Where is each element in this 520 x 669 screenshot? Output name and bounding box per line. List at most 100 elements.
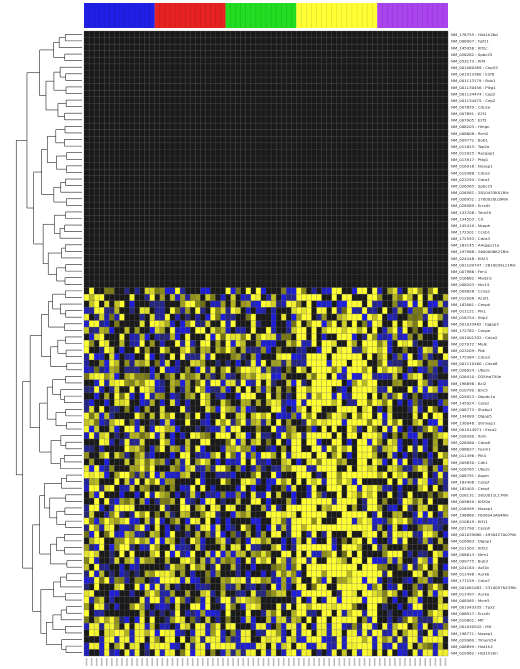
heatmap-cell [357, 425, 363, 433]
heatmap-cell [341, 307, 347, 314]
heatmap-cell [432, 221, 438, 229]
heatmap-cell [281, 353, 287, 360]
heatmap-cell [437, 169, 443, 176]
heatmap-cell [422, 234, 428, 242]
heatmap-cell [377, 96, 383, 104]
heatmap-cell [99, 254, 105, 262]
heatmap-cell [200, 412, 206, 420]
heatmap-cell [109, 149, 115, 157]
heatmap-cell [205, 195, 211, 203]
heatmap-cell [397, 50, 403, 58]
heatmap-cell [230, 327, 236, 334]
heatmap-cell [357, 373, 363, 380]
heatmap-cell [180, 248, 186, 255]
heatmap-cell [382, 70, 388, 78]
heatmap-cell [407, 77, 413, 84]
heatmap-cell [341, 261, 347, 268]
heatmap-cell [412, 294, 418, 301]
heatmap-cell [129, 287, 135, 295]
heatmap-cell [210, 182, 216, 189]
heatmap-cell [205, 44, 211, 51]
heatmap-cell [417, 156, 423, 163]
heatmap-cell [154, 109, 160, 117]
heatmap-cell [245, 248, 251, 255]
heatmap-cell [357, 83, 363, 91]
heatmap-cell [225, 425, 231, 433]
heatmap-cell [301, 234, 307, 242]
heatmap-cell [245, 254, 251, 262]
heatmap-cell [200, 162, 206, 170]
heatmap-cell [175, 412, 181, 420]
heatmap-cell [331, 333, 337, 341]
heatmap-cell [387, 221, 393, 229]
heatmap-cell [422, 267, 428, 275]
heatmap-cell [442, 77, 449, 84]
heatmap-cell [220, 37, 226, 45]
heatmap-cell [417, 50, 423, 58]
heatmap-cell [417, 340, 423, 347]
heatmap-cell [185, 346, 191, 354]
heatmap-cell [195, 333, 201, 341]
heatmap-cell [281, 254, 287, 262]
heatmap-cell [215, 103, 221, 110]
heatmap-cell [245, 267, 251, 275]
heatmap-cell [331, 438, 337, 446]
heatmap-cell [240, 149, 246, 157]
heatmap-cell [159, 123, 165, 130]
heatmap-cell [372, 156, 378, 163]
heatmap-cell [175, 320, 181, 328]
heatmap-cell [250, 234, 256, 242]
heatmap-cell [331, 445, 337, 453]
heatmap-cell [407, 327, 413, 334]
heatmap-cell [180, 359, 186, 367]
heatmap-cell [427, 37, 433, 45]
heatmap-cell [442, 202, 449, 209]
heatmap-cell [185, 208, 191, 216]
heatmap-cell [210, 320, 216, 328]
heatmap-cell [240, 333, 246, 341]
heatmap-cell [84, 241, 90, 249]
heatmap-cell [205, 320, 211, 328]
heatmap-cell [407, 162, 413, 170]
heatmap-cell [149, 202, 155, 209]
heatmap-cell [266, 103, 272, 110]
heatmap-cell [427, 57, 433, 64]
heatmap-cell [84, 274, 90, 282]
heatmap-cell [382, 182, 388, 189]
heatmap-cell [326, 57, 332, 64]
heatmap-cell [362, 399, 368, 407]
heatmap-cell [144, 188, 150, 196]
heatmap-cell [205, 142, 211, 150]
heatmap-cell [144, 445, 150, 453]
heatmap-cell [149, 359, 155, 367]
heatmap-cell [164, 149, 170, 157]
heatmap-cell [387, 425, 393, 433]
heatmap-cell [417, 254, 423, 262]
heatmap-cell [230, 109, 236, 117]
heatmap-cell [84, 452, 90, 459]
heatmap-cell [276, 320, 282, 328]
heatmap-cell [442, 445, 449, 453]
heatmap-cell [321, 432, 327, 439]
heatmap-cell [180, 353, 186, 360]
heatmap-cell [139, 169, 145, 176]
heatmap-cell [311, 31, 317, 38]
heatmap-cell [402, 90, 408, 97]
heatmap-cell [336, 287, 342, 295]
heatmap-cell [215, 208, 221, 216]
heatmap-cell [281, 307, 287, 314]
heatmap-cell [195, 44, 201, 51]
heatmap-cell [144, 103, 150, 110]
heatmap-cell [225, 57, 231, 64]
heatmap-cell [372, 215, 378, 222]
heatmap-cell [291, 116, 297, 124]
heatmap-cell [336, 44, 342, 51]
heatmap-cell [164, 188, 170, 196]
heatmap-cell [235, 234, 241, 242]
heatmap-cell [362, 215, 368, 222]
heatmap-cell [442, 123, 449, 130]
heatmap-cell [134, 90, 140, 97]
heatmap-cell [134, 432, 140, 439]
heatmap-cell [336, 123, 342, 130]
heatmap-cell [190, 228, 196, 235]
